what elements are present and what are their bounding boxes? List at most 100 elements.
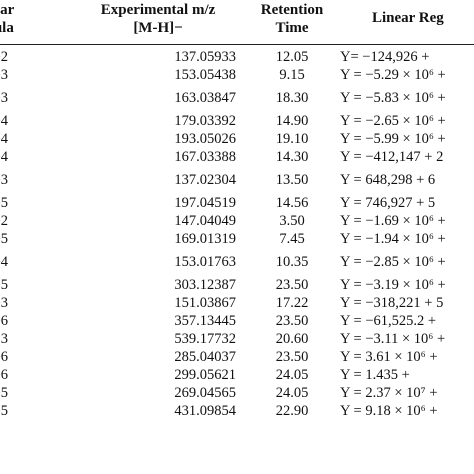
header-rt-line1: Retention (260, 2, 324, 18)
table-row: O6 299.05621 24.05 Y = 1.435 + (0, 366, 474, 384)
cell-retention-time: 19.10 (275, 131, 309, 147)
cell-mz: 269.04565 (174, 385, 236, 401)
header-rt-line2: Time (275, 20, 309, 36)
cell-regression: Y = −2.65 × 10⁶ + (340, 113, 446, 129)
cell-formula: O5 (0, 385, 8, 401)
cell-retention-time: 3.50 (279, 213, 305, 229)
cell-retention-time: 24.05 (275, 367, 309, 383)
cell-regression: Y = 2.37 × 10⁷ + (340, 385, 438, 401)
cell-retention-time: 9.15 (279, 67, 305, 83)
header-mz-line1: Experimental m/z (100, 2, 216, 18)
cell-formula: O6 (0, 313, 8, 329)
table-row: O5 269.04565 24.05 Y = 2.37 × 10⁷ + (0, 384, 474, 402)
cell-formula: O5 (0, 403, 8, 419)
cell-retention-time: 23.50 (275, 349, 309, 365)
cell-mz: 285.04037 (174, 349, 236, 365)
cell-retention-time: 20.60 (275, 331, 309, 347)
cell-regression: Y = 746,927 + 5 (340, 195, 436, 211)
cell-formula: O2 (0, 49, 8, 65)
cell-regression: Y = −61,525.2 + (340, 313, 437, 329)
cell-formula: O4 (0, 113, 8, 129)
cell-regression: Y= −124,926 + (340, 49, 430, 65)
cell-mz: 151.03867 (174, 295, 236, 311)
cell-mz: 303.12387 (174, 277, 236, 293)
cell-formula: O4 (0, 131, 8, 147)
cell-mz: 153.01763 (174, 254, 236, 270)
table-row: O4 193.05026 19.10 Y = −5.99 × 10⁶ + (0, 130, 474, 148)
table-row: O4 153.01763 10.35 Y = −2.85 × 10⁶ + (0, 253, 474, 271)
cell-mz: 539.17732 (174, 331, 236, 347)
table-row: O6 357.13445 23.50 Y = −61,525.2 + (0, 312, 474, 330)
cell-mz: 147.04049 (174, 213, 236, 229)
header-rule (0, 44, 474, 45)
cell-regression: Y = −5.83 × 10⁶ + (340, 90, 446, 106)
table-row: O6 285.04037 23.50 Y = 3.61 × 10⁶ + (0, 348, 474, 366)
cell-formula: O4 (0, 254, 8, 270)
table-row: O3 153.05438 9.15 Y = −5.29 × 10⁶ + (0, 66, 474, 84)
cell-retention-time: 7.45 (279, 231, 305, 247)
cell-retention-time: 14.30 (275, 149, 309, 165)
cell-formula: O5 (0, 195, 8, 211)
table-row: O2 137.05933 12.05 Y= −124,926 + (0, 48, 474, 66)
cell-retention-time: 13.50 (275, 172, 309, 188)
cell-formula: O3 (0, 90, 8, 106)
table-row: O5 431.09854 22.90 Y = 9.18 × 10⁶ + (0, 402, 474, 420)
cell-mz: 169.01319 (174, 231, 236, 247)
cell-formula: O5 (0, 231, 8, 247)
cell-retention-time: 10.35 (275, 254, 309, 270)
cell-retention-time: 23.50 (275, 313, 309, 329)
table-row: O3 151.03867 17.22 Y = −318,221 + 5 (0, 294, 474, 312)
cell-retention-time: 12.05 (275, 49, 309, 65)
cell-retention-time: 18.30 (275, 90, 309, 106)
cell-mz: 193.05026 (174, 131, 236, 147)
cell-formula: O2 (0, 213, 8, 229)
cell-formula: O3 (0, 295, 8, 311)
cell-formula: O3 (0, 172, 8, 188)
table-row: O2 147.04049 3.50 Y = −1.69 × 10⁶ + (0, 212, 474, 230)
cell-mz: 179.03392 (174, 113, 236, 129)
cell-mz: 137.02304 (174, 172, 236, 188)
cell-retention-time: 22.90 (275, 403, 309, 419)
cell-formula: O13 (0, 331, 8, 347)
cell-mz: 153.05438 (174, 67, 236, 83)
table-row: O3 163.03847 18.30 Y = −5.83 × 10⁶ + (0, 89, 474, 107)
cell-mz: 357.13445 (174, 313, 236, 329)
cell-retention-time: 24.05 (275, 385, 309, 401)
cell-formula: O5 (0, 277, 8, 293)
cell-formula: O6 (0, 367, 8, 383)
cell-regression: Y = −318,221 + 5 (340, 295, 444, 311)
cell-regression: Y = −3.19 × 10⁶ + (340, 277, 446, 293)
table-row: O5 169.01319 7.45 Y = −1.94 × 10⁶ + (0, 230, 474, 248)
table-row: O5 197.04519 14.56 Y = 746,927 + 5 (0, 194, 474, 212)
cell-mz: 299.05621 (174, 367, 236, 383)
table-row: O3 137.02304 13.50 Y = 648,298 + 6 (0, 171, 474, 189)
header-equation: Linear Reg (372, 10, 444, 26)
cell-formula: O4 (0, 149, 8, 165)
cell-regression: Y = −5.99 × 10⁶ + (340, 131, 446, 147)
cell-regression: Y = −3.11 × 10⁶ + (340, 331, 446, 347)
cell-regression: Y = −2.85 × 10⁶ + (340, 254, 446, 270)
cell-regression: Y = 9.18 × 10⁶ + (340, 403, 438, 419)
cell-regression: Y = 1.435 + (340, 367, 410, 383)
cell-regression: Y = 3.61 × 10⁶ + (340, 349, 438, 365)
table-row: O13 539.17732 20.60 Y = −3.11 × 10⁶ + (0, 330, 474, 348)
cell-mz: 431.09854 (174, 403, 236, 419)
header-mz-line2: [M-H]− (133, 20, 183, 36)
header-formula-line1: lar (0, 2, 15, 18)
cell-mz: 167.03388 (174, 149, 236, 165)
table-row: O4 167.03388 14.30 Y = −412,147 + 2 (0, 148, 474, 166)
cell-mz: 137.05933 (174, 49, 236, 65)
cell-mz: 197.04519 (174, 195, 236, 211)
cell-mz: 163.03847 (174, 90, 236, 106)
cell-formula: O6 (0, 349, 8, 365)
table-row: O4 179.03392 14.90 Y = −2.65 × 10⁶ + (0, 112, 474, 130)
cell-retention-time: 14.90 (275, 113, 309, 129)
cell-regression: Y = −1.69 × 10⁶ + (340, 213, 446, 229)
cell-regression: Y = 648,298 + 6 (340, 172, 436, 188)
cell-retention-time: 14.56 (275, 195, 309, 211)
cell-retention-time: 23.50 (275, 277, 309, 293)
cell-regression: Y = −1.94 × 10⁶ + (340, 231, 446, 247)
cell-regression: Y = −5.29 × 10⁶ + (340, 67, 446, 83)
cell-retention-time: 17.22 (275, 295, 309, 311)
